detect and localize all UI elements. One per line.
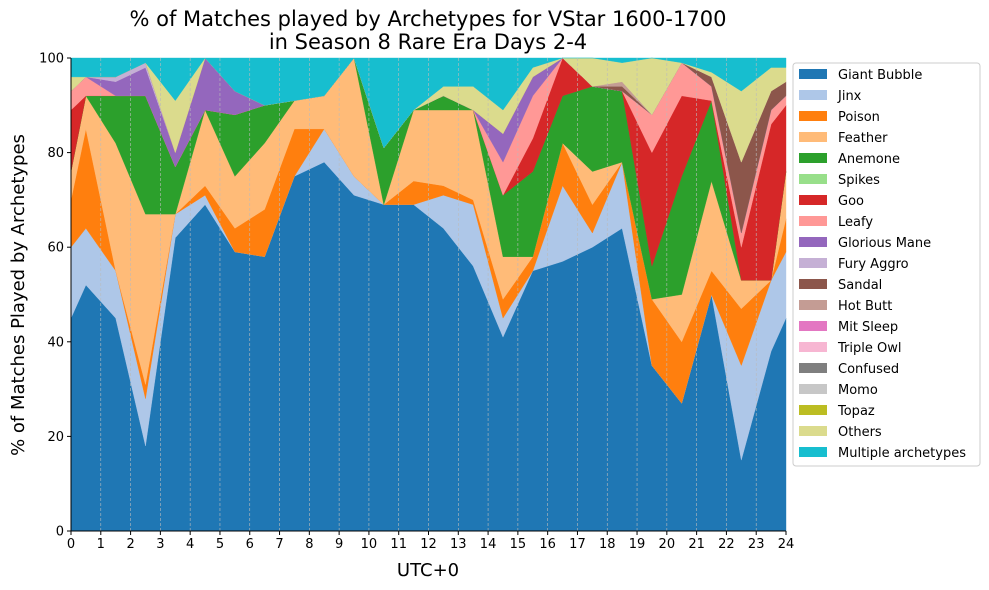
legend-label: Giant Bubble bbox=[838, 68, 922, 83]
x-tick-label: 10 bbox=[361, 537, 378, 552]
x-tick-label: 8 bbox=[305, 537, 313, 552]
legend-label: Fury Aggro bbox=[838, 257, 909, 272]
x-tick-label: 4 bbox=[186, 537, 194, 552]
legend-label: Glorious Mane bbox=[838, 236, 931, 251]
legend-swatch bbox=[799, 426, 827, 436]
x-tick-label: 12 bbox=[420, 537, 437, 552]
legend-swatch bbox=[799, 153, 827, 163]
legend-item: Others bbox=[799, 425, 882, 440]
legend-swatch bbox=[799, 321, 827, 331]
legend-swatch bbox=[799, 405, 827, 415]
legend-swatch bbox=[799, 258, 827, 268]
legend: Giant Bubble Jinx Poison Feather Anemone Spik… bbox=[792, 62, 981, 467]
x-tick-label: 2 bbox=[126, 537, 134, 552]
legend-label: Spikes bbox=[838, 173, 880, 188]
x-tick-label: 14 bbox=[480, 537, 497, 552]
legend-swatch bbox=[799, 195, 827, 205]
legend-item: Poison bbox=[799, 110, 880, 125]
y-tick-label: 40 bbox=[47, 335, 64, 350]
legend-item: Hot Butt bbox=[799, 299, 892, 314]
grid-lines bbox=[100, 58, 757, 531]
x-tick-label: 0 bbox=[67, 537, 75, 552]
y-axis-label: % of Matches Played by Archetypes bbox=[8, 134, 29, 456]
legend-swatch bbox=[799, 447, 827, 457]
legend-item: Jinx bbox=[799, 89, 862, 104]
x-tick-label: 1 bbox=[97, 537, 105, 552]
x-tick-label: 19 bbox=[629, 537, 646, 552]
x-tick-label: 15 bbox=[510, 537, 527, 552]
legend-swatch bbox=[799, 384, 827, 394]
legend-label: Hot Butt bbox=[838, 299, 892, 314]
y-tick-label: 100 bbox=[39, 52, 64, 67]
x-tick-label: 22 bbox=[718, 537, 735, 552]
legend-label: Triple Owl bbox=[837, 341, 901, 356]
legend-label: Multiple archetypes bbox=[838, 446, 966, 461]
legend-items: Giant Bubble Jinx Poison Feather Anemone Spik… bbox=[799, 68, 966, 461]
x-tick-label: 17 bbox=[569, 537, 586, 552]
y-tick-label: 0 bbox=[56, 525, 64, 540]
legend-frame bbox=[792, 62, 981, 467]
legend-swatch bbox=[799, 90, 827, 100]
x-tick-label: 6 bbox=[246, 537, 254, 552]
legend-item: Sandal bbox=[799, 278, 882, 293]
legend-swatch bbox=[799, 111, 827, 121]
x-axis-label: UTC+0 bbox=[397, 560, 459, 581]
x-tick-label: 24 bbox=[778, 537, 795, 552]
legend-item: Confused bbox=[799, 362, 899, 377]
y-tick-label: 60 bbox=[47, 241, 64, 256]
legend-item: Fury Aggro bbox=[799, 257, 909, 272]
x-axis-ticks: 0 1 2 3 4 5 6 7 8 9 10 11 12 13 14 15 16 17 18 19 20 21 22 23 24 bbox=[67, 531, 794, 552]
chart-subtitle: in Season 8 Rare Era Days 2-4 bbox=[269, 30, 587, 54]
legend-swatch bbox=[799, 132, 827, 142]
legend-label: Poison bbox=[838, 110, 880, 125]
legend-label: Jinx bbox=[837, 89, 862, 104]
legend-swatch bbox=[799, 342, 827, 352]
x-tick-label: 9 bbox=[335, 537, 343, 552]
legend-item: Feather bbox=[799, 131, 888, 146]
legend-label: Others bbox=[838, 425, 882, 440]
x-tick-label: 7 bbox=[275, 537, 283, 552]
legend-label: Confused bbox=[838, 362, 899, 377]
legend-item: Leafy bbox=[799, 215, 873, 230]
y-tick-label: 20 bbox=[47, 430, 64, 445]
legend-item: Momo bbox=[799, 383, 878, 398]
x-tick-label: 3 bbox=[156, 537, 164, 552]
x-tick-label: 13 bbox=[450, 537, 467, 552]
legend-swatch bbox=[799, 363, 827, 373]
x-tick-label: 5 bbox=[216, 537, 224, 552]
x-tick-label: 11 bbox=[390, 537, 407, 552]
legend-label: Feather bbox=[838, 131, 888, 146]
legend-label: Momo bbox=[838, 383, 878, 398]
legend-swatch bbox=[799, 69, 827, 79]
legend-label: Mit Sleep bbox=[838, 320, 898, 335]
legend-label: Topaz bbox=[837, 404, 875, 419]
legend-item: Spikes bbox=[799, 173, 880, 188]
legend-label: Anemone bbox=[838, 152, 900, 167]
legend-swatch bbox=[799, 174, 827, 184]
x-tick-label: 21 bbox=[688, 537, 705, 552]
legend-swatch bbox=[799, 279, 827, 289]
y-tick-label: 80 bbox=[47, 146, 64, 161]
x-tick-label: 18 bbox=[599, 537, 616, 552]
legend-item: Anemone bbox=[799, 152, 900, 167]
legend-swatch bbox=[799, 216, 827, 226]
legend-label: Leafy bbox=[838, 215, 873, 230]
legend-item: Mit Sleep bbox=[799, 320, 898, 335]
x-tick-label: 23 bbox=[748, 537, 765, 552]
legend-item: Topaz bbox=[799, 404, 875, 419]
legend-swatch bbox=[799, 300, 827, 310]
x-tick-label: 20 bbox=[659, 537, 676, 552]
legend-label: Goo bbox=[838, 194, 864, 209]
legend-label: Sandal bbox=[838, 278, 882, 293]
legend-item: Triple Owl bbox=[799, 341, 901, 356]
legend-item: Giant Bubble bbox=[799, 68, 922, 83]
legend-item: Multiple archetypes bbox=[799, 446, 966, 461]
legend-item: Glorious Mane bbox=[799, 236, 931, 251]
chart-title: % of Matches played by Archetypes for VS… bbox=[130, 7, 727, 31]
x-tick-label: 16 bbox=[539, 537, 556, 552]
legend-item: Goo bbox=[799, 194, 864, 209]
y-axis-ticks: 0 20 40 60 80 100 bbox=[39, 52, 71, 540]
legend-swatch bbox=[799, 237, 827, 247]
